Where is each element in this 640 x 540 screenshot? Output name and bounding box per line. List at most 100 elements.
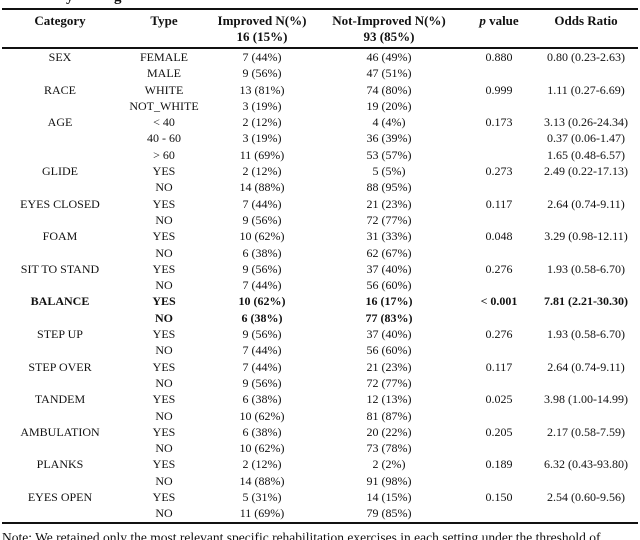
cell-category [2, 65, 118, 81]
cell-odds-ratio: 3.13 (0.26-24.34) [544, 115, 628, 130]
cell-not-improved: 79 (85%) [314, 505, 464, 524]
cell-odds-ratio [534, 98, 638, 114]
table-row: EYES CLOSED YES 7 (44%) 21 (23%) 0.117 2… [2, 196, 638, 212]
cell-type: YES [152, 424, 176, 439]
cell-improved: 10 (62%) [239, 408, 285, 423]
cell-not-improved: 37 (40%) [366, 261, 412, 276]
cell-category: TANDEM [34, 392, 86, 407]
cell-not-improved: 72 (77%) [366, 212, 412, 227]
cell-not-improved: 19 (20%) [366, 98, 412, 113]
cell-p-value [464, 245, 534, 261]
cell-not-improved: 21 (23%) [366, 196, 412, 211]
cell-type: YES [152, 229, 176, 244]
cell-odds-ratio [534, 473, 638, 489]
cell-not-improved: 56 (60%) [366, 343, 412, 358]
cropped-caption-line: y g [0, 0, 640, 6]
cell-category: RACE [43, 82, 76, 97]
column-header-type: Type [118, 9, 210, 49]
cell-not-improved: 91 (98%) [366, 473, 412, 488]
cell-p-value [464, 130, 534, 146]
cell-category: BALANCE [30, 294, 90, 309]
cell-p-value [464, 440, 534, 456]
cell-type: < 40 [153, 115, 175, 130]
cell-p-value: < 0.001 [480, 294, 518, 309]
cell-improved: 7 (44%) [242, 50, 282, 64]
cell-category [2, 212, 118, 228]
table-row: NOT_WHITE 3 (19%) 19 (20%) [2, 98, 638, 114]
cell-not-improved: 36 (39%) [366, 131, 412, 146]
cell-odds-ratio: 6.32 (0.43-93.80) [544, 457, 628, 472]
cell-odds-ratio: 7.81 (2.21-30.30) [544, 294, 628, 309]
cell-odds-ratio: 2.64 (0.74-9.11) [547, 196, 625, 211]
improved-header-total: 16 (15%) [236, 29, 288, 44]
table-row: GLIDE YES 2 (12%) 5 (5%) 0.273 2.49 (0.2… [2, 163, 638, 179]
cell-not-improved: 16 (17%) [365, 294, 413, 309]
column-header-odds-ratio: Odds Ratio [534, 9, 638, 49]
cell-odds-ratio [534, 505, 638, 524]
p-value-rest: value [485, 13, 519, 28]
cell-type: YES [152, 392, 176, 407]
cell-type: > 60 [153, 147, 175, 162]
cell-category: STEP UP [37, 327, 83, 342]
cell-p-value: 0.276 [485, 261, 513, 276]
cell-improved: 9 (56%) [242, 212, 282, 227]
cell-category [2, 375, 118, 391]
cell-improved: 6 (38%) [242, 245, 282, 260]
cell-type: NO [155, 473, 173, 488]
cell-type: YES [152, 457, 176, 472]
cell-improved: 3 (19%) [242, 131, 282, 146]
cell-not-improved: 56 (60%) [366, 278, 412, 293]
table-row: NO 9 (56%) 72 (77%) [2, 375, 638, 391]
cell-not-improved: 46 (49%) [366, 50, 412, 64]
cell-p-value [464, 179, 534, 195]
header-row: Category Type Improved N(%) 16 (15%) Not… [2, 9, 638, 49]
cell-improved: 14 (88%) [239, 180, 285, 195]
cell-type: YES [152, 294, 176, 309]
table-row: TANDEM YES 6 (38%) 12 (13%) 0.025 3.98 (… [2, 391, 638, 407]
table-row: NO 7 (44%) 56 (60%) [2, 277, 638, 293]
cell-category [2, 130, 118, 146]
cell-not-improved: 74 (80%) [366, 82, 412, 97]
cell-p-value [464, 342, 534, 358]
cell-type: FEMALE [140, 50, 188, 64]
cell-not-improved: 53 (57%) [366, 147, 412, 162]
cell-odds-ratio [534, 245, 638, 261]
cell-odds-ratio: 1.11 (0.27-6.69) [547, 82, 625, 97]
cell-category: GLIDE [42, 164, 78, 179]
cell-improved: 11 (69%) [239, 147, 285, 162]
table-row: NO 14 (88%) 91 (98%) [2, 473, 638, 489]
cell-category [2, 505, 118, 524]
table-row: EYES OPEN YES 5 (31%) 14 (15%) 0.150 2.5… [2, 489, 638, 505]
cell-p-value: 0.276 [485, 327, 513, 342]
cell-odds-ratio [534, 179, 638, 195]
cell-not-improved: 12 (13%) [366, 392, 412, 407]
caption-descender-fragment: g [114, 0, 122, 6]
cell-p-value [464, 98, 534, 114]
cell-not-improved: 77 (83%) [365, 310, 413, 325]
table-row: STEP OVER YES 7 (44%) 21 (23%) 0.117 2.6… [2, 359, 638, 375]
improved-header-line1: Improved N(%) [217, 13, 307, 28]
cell-p-value: 0.273 [485, 164, 513, 179]
cell-p-value: 0.999 [485, 82, 513, 97]
cell-type: YES [152, 490, 176, 505]
cell-category: SEX [48, 50, 72, 64]
cell-p-value: 0.025 [485, 392, 513, 407]
cell-odds-ratio [534, 375, 638, 391]
cell-type: MALE [147, 66, 181, 81]
table-row: FOAM YES 10 (62%) 31 (33%) 0.048 3.29 (0… [2, 228, 638, 244]
table-row: STEP UP YES 9 (56%) 37 (40%) 0.276 1.93 … [2, 326, 638, 342]
cell-category: STEP OVER [28, 359, 92, 374]
cell-type: NO [155, 245, 173, 260]
cell-not-improved: 4 (4%) [372, 115, 406, 130]
cell-category [2, 440, 118, 456]
cell-p-value [464, 408, 534, 424]
not-improved-header-total: 93 (85%) [363, 29, 415, 44]
cell-p-value: 0.048 [485, 229, 513, 244]
caption-descender-fragment: y [66, 0, 74, 6]
cell-p-value [464, 473, 534, 489]
table-header: Category Type Improved N(%) 16 (15%) Not… [2, 9, 638, 49]
cell-not-improved: 20 (22%) [366, 424, 412, 439]
cell-p-value: 0.173 [485, 115, 513, 130]
p-value-italic-p: p [479, 13, 486, 28]
cell-p-value: 0.205 [485, 424, 513, 439]
